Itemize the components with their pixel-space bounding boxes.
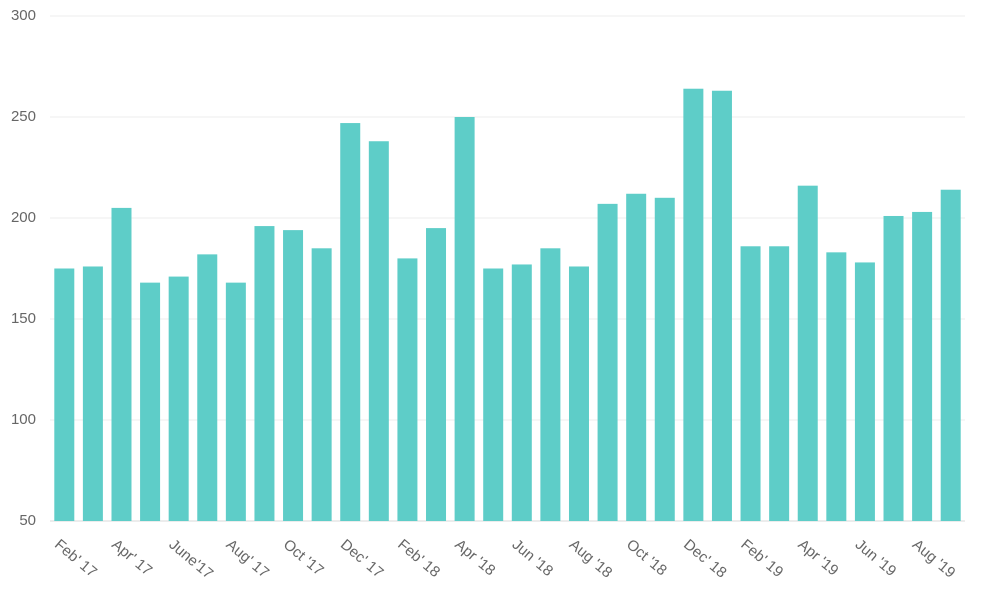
- x-tick-label: Feb' 19: [737, 536, 786, 581]
- y-tick-label: 200: [11, 209, 36, 226]
- bar: [511, 264, 532, 521]
- bar: [597, 203, 618, 522]
- x-tick-label: Apr '19: [795, 536, 842, 579]
- x-tick-label: Dec' 18: [680, 536, 730, 581]
- bar: [454, 117, 475, 521]
- x-tick-label: Apr '18: [451, 536, 498, 579]
- y-tick-label: 300: [11, 7, 36, 24]
- bar: [311, 248, 332, 522]
- y-tick-label: 50: [19, 512, 36, 529]
- x-tick-label: Oct '18: [623, 536, 670, 579]
- x-tick-label: Dec' 17: [337, 536, 387, 581]
- bar: [483, 268, 504, 521]
- x-tick-label: Jun '19: [852, 536, 900, 580]
- bar: [654, 197, 675, 522]
- bar: [111, 207, 132, 521]
- bar: [82, 266, 103, 521]
- bar: [426, 228, 447, 521]
- bar: [568, 266, 589, 521]
- bar: [397, 258, 418, 521]
- x-tick-label: June'17: [166, 536, 217, 582]
- bar: [54, 268, 75, 521]
- bar: [283, 230, 304, 521]
- bar: [340, 123, 361, 521]
- bar: [140, 282, 161, 521]
- bar: [540, 248, 561, 522]
- x-tick-label: Oct '17: [280, 536, 327, 579]
- x-tick-label: Apr' 17: [108, 536, 155, 579]
- bar: [683, 88, 704, 521]
- bar: [940, 189, 961, 521]
- bar: [883, 215, 904, 522]
- bar: [254, 226, 275, 521]
- x-tick-label: Jun '18: [509, 536, 557, 580]
- bar: [797, 185, 818, 521]
- bar: [626, 193, 647, 521]
- x-tick-label: Aug '18: [566, 536, 616, 581]
- bar: [197, 254, 218, 522]
- bar: [912, 211, 933, 521]
- bar: [854, 262, 875, 521]
- bar: [740, 246, 761, 521]
- y-tick-label: 100: [11, 411, 36, 428]
- x-tick-label: Aug' 17: [223, 536, 273, 581]
- bar: [368, 141, 389, 522]
- bar: [225, 282, 246, 521]
- y-tick-label: 150: [11, 310, 36, 327]
- bar: [826, 252, 847, 521]
- y-tick-label: 250: [11, 108, 36, 125]
- bar: [711, 90, 732, 522]
- x-tick-label: Feb' 17: [51, 536, 100, 581]
- bar: [769, 246, 790, 521]
- x-tick-label: Aug '19: [909, 536, 959, 581]
- x-tick-label: Feb' 18: [394, 536, 443, 581]
- bar: [168, 276, 189, 521]
